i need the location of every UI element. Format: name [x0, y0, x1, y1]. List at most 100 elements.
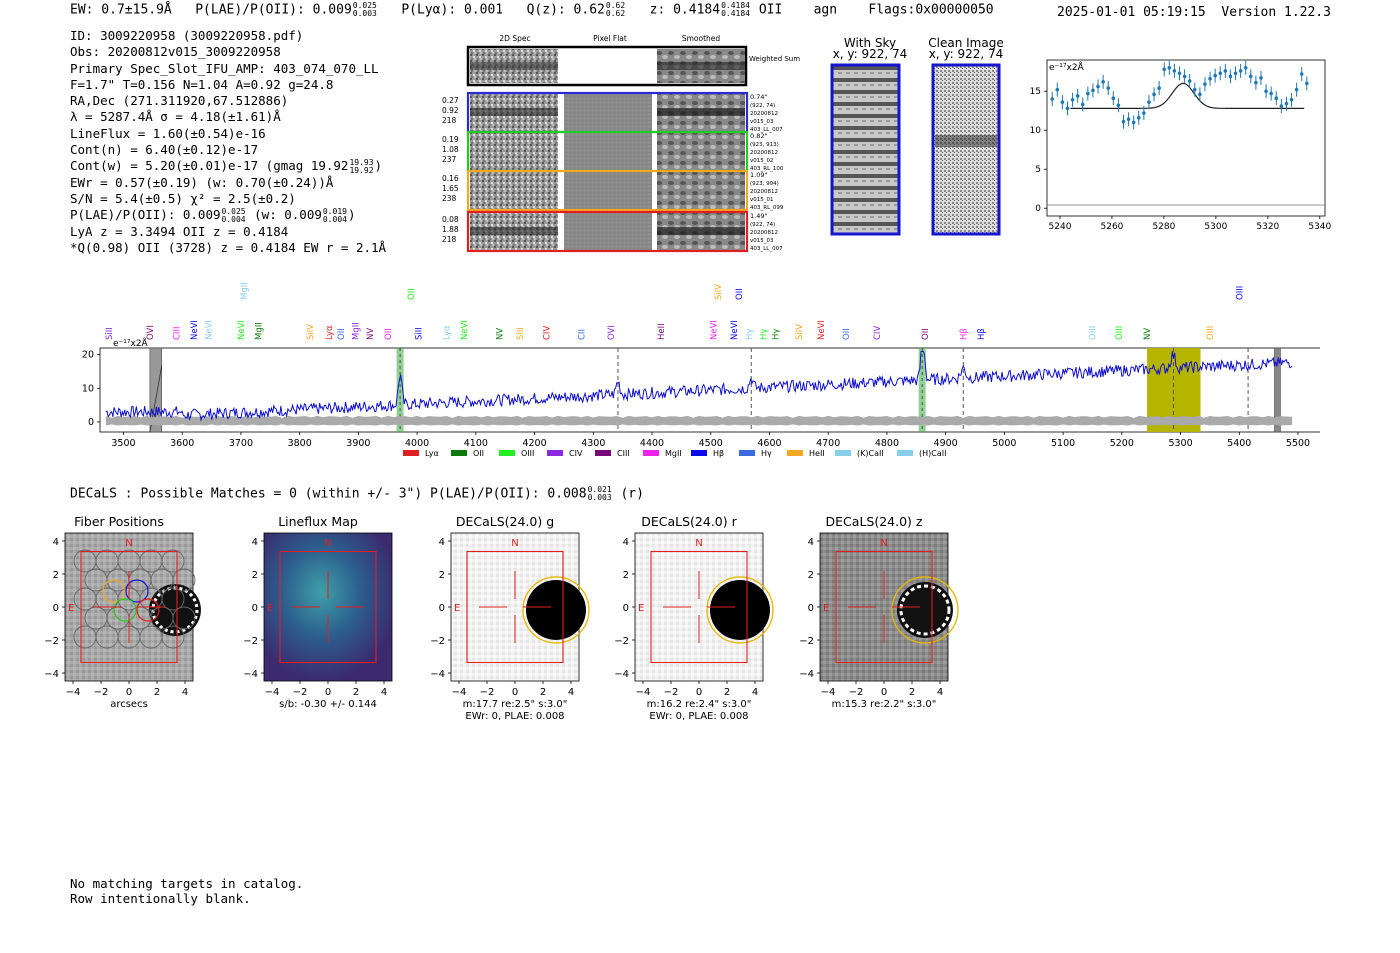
aperture-box — [80, 550, 178, 664]
cutout-ytick-label: 0 — [252, 603, 258, 614]
decals-summary-text: DECaLS : Possible Matches = 0 (within +/… — [70, 486, 587, 502]
col-title-2d: 2D Spec — [499, 34, 530, 43]
cutout-ytick-label: 2 — [808, 570, 814, 581]
zoom-ytick-label: 10 — [1030, 126, 1041, 136]
zoom-point — [1131, 120, 1136, 125]
legend-swatch — [499, 450, 515, 456]
cutout-xtick-label: −4 — [265, 687, 280, 698]
row-meta: v015_03 — [750, 238, 774, 244]
cutout-ytick-label: −2 — [44, 636, 59, 647]
spectrum-xtick-label: 4300 — [581, 438, 605, 449]
header-summary: EW: 0.7±15.9Å P(LAE)/P(OII): 0.009 0.025 0… — [70, 2, 994, 18]
cutout-ytick-label: 4 — [623, 537, 629, 548]
contw-hi: 19.93 — [349, 157, 374, 167]
cutout-ytick-label: 2 — [623, 570, 629, 581]
aperture-box — [466, 550, 564, 664]
info-qoii: *Q(0.98) OII (3728) z = 0.4184 EW r = 2.… — [70, 239, 387, 255]
zoom-point — [1289, 97, 1294, 102]
legend-label: OIII — [521, 449, 534, 458]
zoom-point — [1152, 92, 1156, 97]
zoom-point — [1248, 74, 1253, 79]
spectrum-xtick-label: 3800 — [288, 438, 312, 449]
spectrum-xtick-label: 5200 — [1110, 438, 1134, 449]
panel-title: DECaLS(24.0) z — [826, 514, 923, 529]
zoom-point — [1142, 111, 1146, 115]
info-lya: LyA z = 3.3494 OII z = 0.4184 — [70, 223, 289, 239]
row-meta: (922, 74) — [750, 103, 775, 109]
row-meta: 0.74" — [750, 93, 767, 101]
cutout-xtick-label: 2 — [909, 687, 915, 698]
zoom-point — [1065, 106, 1070, 111]
legend-label: (H)CaII — [919, 449, 946, 458]
spectrum-ytick-label: 20 — [82, 350, 94, 361]
legend-label: Hβ — [713, 449, 724, 458]
cutout-xtick-label: −2 — [849, 687, 864, 698]
zoom-ytick-label: 0 — [1035, 204, 1041, 214]
east-label: E — [454, 603, 460, 614]
line-label: OII — [337, 328, 347, 340]
zoom-point — [1254, 80, 1258, 85]
row-meta: 403_LL_007 — [750, 246, 783, 252]
line-id: OII — [758, 2, 783, 18]
spectrum-xtick-label: 4400 — [640, 438, 664, 449]
zoom-point — [1106, 86, 1111, 90]
cutout-xtick-label: 0 — [325, 687, 331, 698]
cutout-ytick-label: 4 — [252, 537, 258, 548]
legend-swatch — [739, 450, 755, 456]
info-slot: Primary Spec_Slot_IFU_AMP: 403_074_070_L… — [70, 60, 379, 76]
zoom-point — [1101, 80, 1105, 84]
line-label: Hβ — [977, 328, 987, 340]
row-stat: 1.88 — [442, 225, 459, 234]
col-title-flat: Pixel Flat — [593, 34, 627, 43]
plya-value: P(Lyα): 0.001 — [401, 2, 504, 18]
row-meta: 20200812 — [750, 189, 778, 195]
cutout-ytick-label: 0 — [623, 603, 629, 614]
cutout-ytick-label: −4 — [44, 669, 59, 680]
zoom-point — [1294, 87, 1299, 92]
spectrum-xtick-label: 5100 — [1051, 438, 1075, 449]
cutout-xtick-label: 4 — [381, 687, 387, 698]
line-label: OVI — [146, 325, 156, 340]
info-plae: P(LAE)/P(OII): 0.009 0.025 0.004 (w: 0.009… — [70, 207, 386, 223]
plae-text: P(LAE)/P(OII): 0.009 — [70, 207, 221, 223]
cutout-ytick-label: 2 — [252, 570, 258, 581]
cutout-ytick-label: −4 — [243, 669, 258, 680]
line-label: NeVI — [237, 320, 247, 340]
spectrum-xtick-label: 5400 — [1227, 438, 1251, 449]
spectrum-ytick-label: 0 — [88, 417, 94, 428]
version: Version 1.22.3 — [1221, 5, 1331, 20]
row-stat: 1.08 — [442, 145, 459, 154]
row-frame — [466, 210, 749, 253]
line-label-top: OIII — [1235, 286, 1245, 300]
zoom-point — [1274, 96, 1279, 101]
decals-summary: DECaLS : Possible Matches = 0 (within +/… — [70, 486, 644, 502]
north-label: N — [125, 538, 132, 549]
line-label: CIV — [542, 326, 552, 340]
line-label: SiII — [414, 327, 424, 340]
spectrum-xtick-label: 4900 — [934, 438, 958, 449]
info-id: ID: 3009220958 (3009220958.pdf) — [70, 28, 304, 43]
line-label: CIV — [873, 326, 883, 340]
cutout-xtick-label: −4 — [452, 687, 467, 698]
row-stat: 0.27 — [442, 96, 459, 105]
panel-title: DECaLS(24.0) r — [641, 514, 737, 529]
line-label: NeVI — [460, 320, 470, 340]
decals-plae-hi: 0.021 — [587, 485, 612, 494]
qz-value: Q(z): 0.62 — [526, 2, 605, 18]
cutout-ytick-label: 4 — [808, 537, 814, 548]
line-label: SiIV — [795, 324, 805, 340]
weighted-sum-row: Weighted Sum — [466, 45, 800, 87]
line-label: OII — [921, 328, 931, 340]
line-label: HeII — [657, 323, 667, 340]
cutout-xtick-label: 0 — [512, 687, 518, 698]
z-hi: 0.4184 — [721, 1, 750, 10]
zoom-point — [1136, 115, 1141, 120]
zoom-xtick-label: 5280 — [1152, 222, 1175, 232]
spectrum-xtick-label: 5000 — [992, 438, 1016, 449]
legend-label: CIII — [617, 449, 630, 458]
spectrum-xtick-label: 3600 — [170, 438, 194, 449]
row-stat: 0.19 — [442, 135, 459, 144]
zoom-xtick-label: 5300 — [1204, 222, 1227, 232]
